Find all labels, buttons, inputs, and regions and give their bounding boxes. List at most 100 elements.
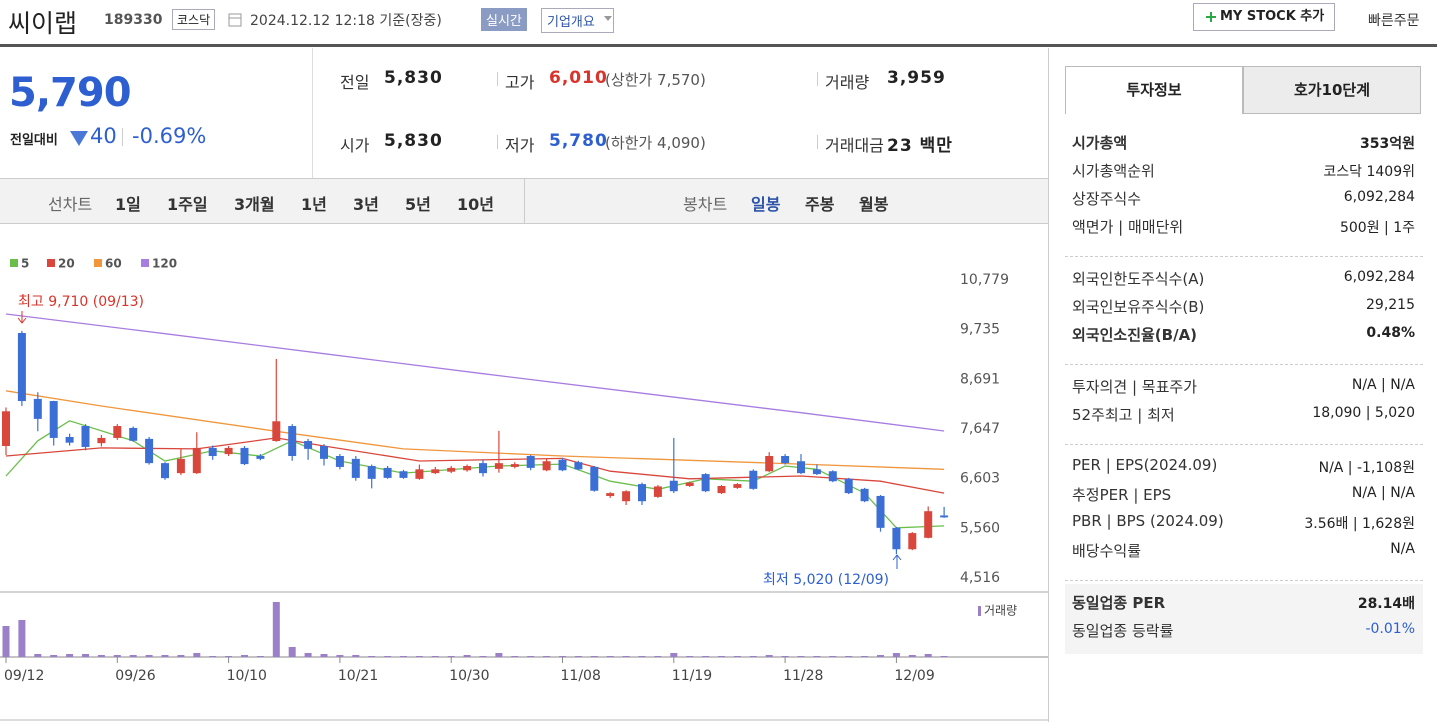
high-annotation: 최고 9,710 (09/13) — [18, 294, 144, 310]
volume-bar — [304, 653, 312, 657]
volume-bar — [352, 655, 360, 657]
volume-bar — [415, 656, 423, 657]
info-row: 52주최고 | 최저 18,090 | 5,020 — [1072, 404, 1415, 426]
quote-value: 5,830 — [384, 68, 443, 88]
volume-bar — [336, 655, 344, 657]
candle-body — [97, 437, 106, 444]
mystock-btn[interactable]: MY STOCK 추가 — [1193, 3, 1336, 31]
info-row: 시가총액순위 코스닥 1409위 — [1072, 160, 1415, 182]
period-tab[interactable]: 1일 — [115, 195, 141, 214]
x-tick-label: 11/28 — [783, 668, 823, 684]
quote-panel — [0, 48, 1048, 179]
group-divider — [1065, 580, 1423, 581]
candle-tab[interactable]: 월봉 — [859, 195, 889, 214]
plus-icon — [1206, 12, 1216, 22]
stock-name: 씨이랩 — [8, 9, 78, 38]
info-label: 투자의견 | 목표주가 — [1072, 378, 1197, 396]
volume-bar — [209, 656, 217, 657]
info-value: N/A | N/A — [1351, 485, 1415, 501]
low-arrow — [892, 554, 902, 569]
candle-body — [542, 461, 551, 471]
volume-legend-swatch — [978, 606, 981, 616]
x-tick-label: 12/09 — [894, 668, 934, 684]
candle-body — [749, 470, 758, 489]
candle-body — [49, 401, 58, 438]
candle-tab[interactable]: 일봉 — [751, 195, 781, 214]
group-divider — [1065, 256, 1423, 257]
info-label: 외국인보유주식수(B) — [1072, 298, 1205, 316]
legend-swatch — [141, 259, 149, 267]
volume-bar — [225, 656, 233, 657]
quote-label: 고가 — [505, 73, 535, 92]
volume-bar — [845, 656, 853, 657]
volume-bar — [463, 655, 471, 657]
info-value: 29,215 — [1366, 297, 1415, 313]
volume-bar — [892, 653, 900, 657]
candle-body — [940, 515, 949, 518]
period-tab[interactable]: 10년 — [457, 195, 494, 214]
y-tick-label: 10,779 — [960, 272, 1009, 288]
info-row: 투자의견 | 목표주가 N/A | N/A — [1072, 376, 1415, 398]
candle-body — [65, 436, 74, 443]
volume-bar — [861, 656, 869, 657]
candle-tab[interactable]: 주봉 — [805, 195, 835, 214]
divider — [817, 135, 818, 149]
divider — [312, 48, 313, 178]
down-triangle — [70, 131, 88, 146]
volume-bar — [34, 654, 42, 657]
quote-label: 거래대금 — [825, 136, 884, 155]
candle-body — [161, 463, 169, 479]
volume-bar — [877, 655, 884, 657]
period-tab[interactable]: 5년 — [405, 195, 431, 214]
volume-bar — [686, 656, 694, 657]
volume-bar — [384, 656, 392, 657]
volume-bar — [543, 656, 551, 657]
info-row: 외국인한도주식수(A) 6,092,284 — [1072, 268, 1415, 290]
period-tab[interactable]: 1주일 — [167, 195, 208, 214]
y-tick-label: 6,603 — [960, 471, 1000, 487]
legend-label: 20 — [58, 257, 75, 271]
volume-bar — [733, 656, 741, 657]
y-tick-label: 9,735 — [960, 322, 1000, 338]
candle-body — [701, 474, 710, 492]
candle-body — [669, 480, 678, 492]
x-tick-label: 11/19 — [672, 668, 712, 684]
company-btn[interactable]: 기업개요 — [541, 8, 614, 33]
quick-order[interactable]: 빠른주문 — [1368, 13, 1420, 29]
volume-bar — [638, 656, 646, 657]
quote-label: 거래량 — [825, 73, 870, 92]
legend-label: 120 — [152, 257, 177, 271]
candle-body — [113, 426, 122, 438]
period-tab[interactable]: 3년 — [353, 195, 379, 214]
candle-body — [81, 426, 90, 447]
candle-body — [765, 456, 774, 472]
volume-bar — [749, 656, 757, 657]
dropdown-icon — [604, 16, 612, 21]
period-tab[interactable]: 3개월 — [234, 195, 275, 214]
candle-body — [479, 463, 487, 474]
candle-body — [494, 463, 503, 469]
volume-bar — [400, 656, 407, 657]
candle-body — [638, 484, 646, 502]
legend-swatch — [47, 259, 55, 267]
volume-bar — [797, 656, 805, 657]
candle-body — [606, 493, 615, 496]
current-price: 5,790 — [9, 70, 132, 116]
group-divider — [1065, 364, 1423, 365]
volume-bar — [559, 656, 566, 657]
info-value: 18,090 | 5,020 — [1312, 405, 1415, 421]
candle-body — [463, 465, 472, 471]
panel-tab[interactable]: 투자정보 — [1065, 66, 1243, 114]
info-value: 3.56배 | 1,628원 — [1304, 516, 1415, 532]
period-tab[interactable]: 1년 — [301, 195, 327, 214]
info-label: PER | EPS(2024.09) — [1072, 456, 1218, 474]
panel-tab[interactable]: 호가10단계 — [1243, 66, 1421, 114]
info-row: 액면가 | 매매단위 500원 | 1주 — [1072, 216, 1415, 238]
candle-body — [351, 458, 360, 478]
volume-bar — [622, 656, 630, 657]
candle-body — [574, 462, 583, 470]
candle-body — [844, 478, 853, 494]
group-bg — [1065, 584, 1423, 654]
y-tick-label: 7,647 — [960, 421, 1000, 437]
realtime-btn[interactable]: 실시간 — [481, 8, 527, 31]
